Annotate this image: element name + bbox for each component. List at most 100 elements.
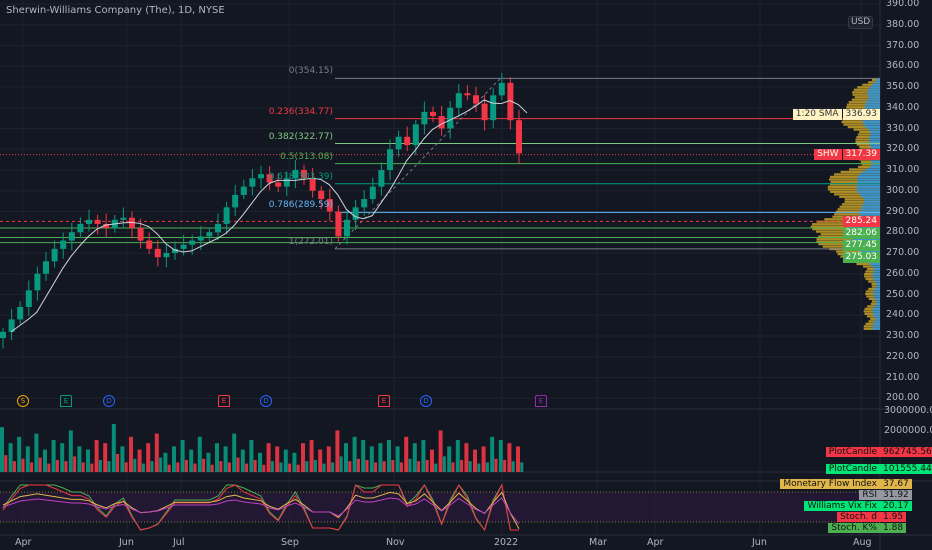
symbol-label: SHW [814, 149, 842, 161]
price-tick: 370.00 [886, 39, 920, 51]
volume-bar [202, 458, 206, 472]
volume-profile-bar [853, 128, 880, 131]
volume-bar [51, 440, 56, 472]
volume-bar [378, 443, 383, 472]
candle-body [378, 170, 385, 187]
indicator-name-label: RSI [859, 490, 880, 500]
volume-profile-bar [834, 173, 880, 176]
event-marker-e[interactable]: E [218, 395, 230, 407]
volume-profile-bar [862, 121, 880, 124]
fib-level-label: 0.382(322.77) [268, 131, 333, 142]
volume-profile-bar [868, 320, 880, 323]
volume-bar [438, 430, 443, 472]
price-tick: 300.00 [886, 184, 920, 196]
volume-bar [365, 460, 369, 472]
volume-profile-bar [827, 188, 880, 191]
volume-profile-bar [865, 126, 880, 129]
volume-profile-bar [863, 118, 880, 121]
volume-bar [133, 458, 137, 472]
volume-profile-bar [868, 88, 880, 91]
volume-bar [64, 461, 68, 472]
volume-bar [55, 460, 59, 472]
currency-button[interactable]: USD [848, 16, 874, 29]
volume-profile-bar [870, 302, 880, 305]
sma-tag: 1:20 SMA 336.93 [792, 108, 880, 120]
volume-bar [60, 443, 65, 472]
volume-profile-bar [860, 160, 880, 164]
volume-bar [12, 461, 16, 472]
volume-bar [163, 452, 168, 472]
volume-bar [266, 443, 271, 472]
volume-bar [68, 430, 73, 472]
volume-profile-bar [841, 203, 880, 206]
volume-bar [184, 460, 188, 472]
candle-body [404, 136, 411, 146]
indicator-value-label: 962745.56 [880, 447, 932, 457]
candle-body [516, 120, 522, 154]
candle-body [352, 207, 359, 220]
volume-profile-bar [868, 280, 880, 283]
volume-profile-bar [849, 168, 880, 171]
volume-profile-bar [872, 325, 880, 328]
volume-profile-bar [862, 83, 880, 86]
volume-bar [43, 449, 47, 472]
volume-bar [223, 446, 228, 472]
event-marker-d[interactable]: D [103, 395, 115, 407]
volume-profile-bar [868, 81, 880, 84]
volume-bar [421, 440, 426, 472]
event-marker-d[interactable]: D [420, 395, 432, 407]
event-marker-e[interactable]: E [378, 395, 390, 407]
volume-bar [404, 436, 409, 472]
volume-bar [361, 440, 366, 472]
volume-bar [193, 463, 197, 472]
sma-line [10, 99, 528, 333]
indicator-value-tag: 962745.56 [880, 447, 932, 457]
volume-profile-bar [843, 123, 880, 126]
rsi-band [0, 492, 880, 522]
volume-tick: 3000000.00 [884, 405, 932, 416]
candle-body [163, 253, 170, 258]
event-marker-d[interactable]: D [260, 395, 272, 407]
volume-bar [167, 464, 171, 472]
indicator-value-tag: 1.95 [880, 512, 907, 522]
price-tick: 270.00 [886, 247, 920, 258]
volume-bar [395, 446, 400, 472]
price-tick: 350.00 [886, 81, 920, 92]
volume-profile-bar [865, 103, 880, 106]
volume-profile-bar [873, 307, 880, 310]
volume-profile-bar [836, 250, 880, 253]
candle-body [25, 290, 32, 307]
symbol-title: Sherwin-Williams Company (The), 1D, NYSE [6, 5, 225, 16]
volume-bar [313, 460, 317, 472]
volume-profile-bar [853, 88, 880, 91]
event-marker-e[interactable]: E [60, 395, 72, 407]
volume-profile-bar [873, 277, 880, 281]
candle-body [120, 217, 127, 220]
volume-profile-bar [864, 275, 880, 278]
volume-profile-bar [873, 290, 880, 293]
indicator-value-label: 20.17 [880, 501, 912, 511]
volume-profile-bar [874, 297, 880, 301]
candle-body [387, 149, 393, 170]
volume-bar [120, 446, 125, 472]
volume-profile-bar [846, 103, 880, 106]
volume-profile-bar [852, 93, 880, 96]
time-label: Jul [173, 537, 185, 548]
indicator-value-label: 37.67 [880, 479, 912, 489]
event-marker-s[interactable]: S [17, 395, 29, 407]
event-marker-e[interactable]: E [535, 395, 547, 407]
volume-bar [494, 458, 498, 472]
indicator-name-label: PlotCandle [825, 464, 880, 474]
indicator-value-tag: 20.17 [880, 501, 912, 511]
candle-body [430, 111, 436, 117]
time-label: Nov [386, 537, 405, 548]
volume-profile-bar [866, 315, 880, 318]
volume-profile-bar [874, 280, 880, 283]
price-tick: 210.00 [886, 371, 920, 383]
volume-profile-bar [868, 140, 880, 144]
volume-profile-bar [816, 238, 880, 241]
volume-profile-bar [863, 123, 880, 126]
indicator-value-label: 1.95 [880, 512, 907, 522]
fib-level-label: 0.5(313.08) [280, 151, 333, 162]
